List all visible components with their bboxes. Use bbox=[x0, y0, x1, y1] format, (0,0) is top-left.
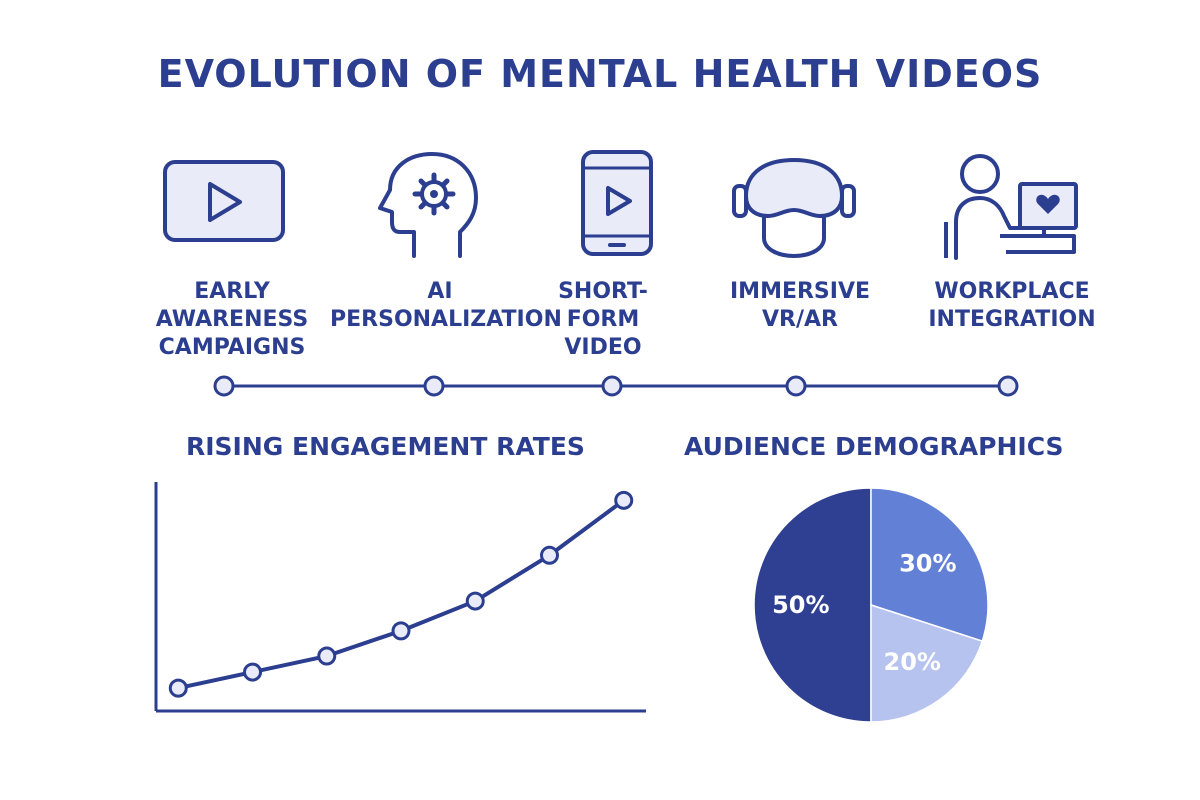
engagement-chart-title: RISING ENGAGEMENT RATES bbox=[186, 432, 585, 461]
stage-label-line: AWARENESS bbox=[155, 307, 309, 332]
pie-slice-label: 50% bbox=[772, 591, 829, 619]
stage-label-line: CAMPAIGNS bbox=[158, 335, 306, 360]
pie-slice bbox=[870, 603, 984, 723]
stage-label-line: PERSONALIZATION bbox=[330, 307, 562, 332]
engagement-data-point bbox=[614, 490, 634, 510]
stage-label-line: IMMERSIVE bbox=[729, 279, 871, 304]
pie-slice-label: 30% bbox=[899, 550, 956, 578]
stage-label-immersive-vr-ar: IMMERSIVE VR/AR bbox=[690, 278, 910, 334]
engagement-data-point bbox=[243, 662, 263, 682]
engagement-data-point bbox=[317, 646, 337, 666]
engagement-data-point bbox=[539, 545, 559, 565]
page-title: EVOLUTION OF MENTAL HEALTH VIDEOS bbox=[157, 52, 1043, 96]
stage-label-line: VR/AR bbox=[762, 307, 838, 332]
engagement-data-point bbox=[391, 621, 411, 641]
stage-label-line: VIDEO bbox=[564, 335, 642, 360]
stage-label-line: AI bbox=[427, 279, 453, 304]
engagement-data-point bbox=[465, 591, 485, 611]
pie-slice bbox=[753, 487, 872, 723]
pie-slice-label: 20% bbox=[884, 648, 941, 676]
video-play-icon bbox=[163, 160, 285, 242]
vr-headset-icon bbox=[732, 158, 856, 259]
stage-label-line: INTEGRATION bbox=[928, 307, 1096, 332]
demographics-chart-title: AUDIENCE DEMOGRAPHICS bbox=[684, 432, 1064, 461]
stage-label-line: FORM bbox=[566, 307, 640, 332]
smartphone-play-icon bbox=[581, 150, 653, 256]
stage-label-short-form-video: SHORT- FORM VIDEO bbox=[493, 278, 713, 362]
stage-label-line: WORKPLACE bbox=[934, 279, 1090, 304]
stage-label-line: EARLY bbox=[194, 279, 270, 304]
engagement-data-point bbox=[168, 678, 188, 698]
person-at-computer-icon bbox=[944, 154, 1078, 260]
stage-label-ai-personalization: AI PERSONALIZATION bbox=[330, 278, 562, 334]
pie-slice bbox=[870, 487, 989, 643]
stage-label-workplace-integration: WORKPLACE INTEGRATION bbox=[902, 278, 1122, 334]
stage-label-early-awareness-campaigns: EARLY AWARENESS CAMPAIGNS bbox=[122, 278, 342, 362]
stage-label-line: SHORT- bbox=[558, 279, 648, 304]
head-gear-icon bbox=[378, 152, 478, 258]
